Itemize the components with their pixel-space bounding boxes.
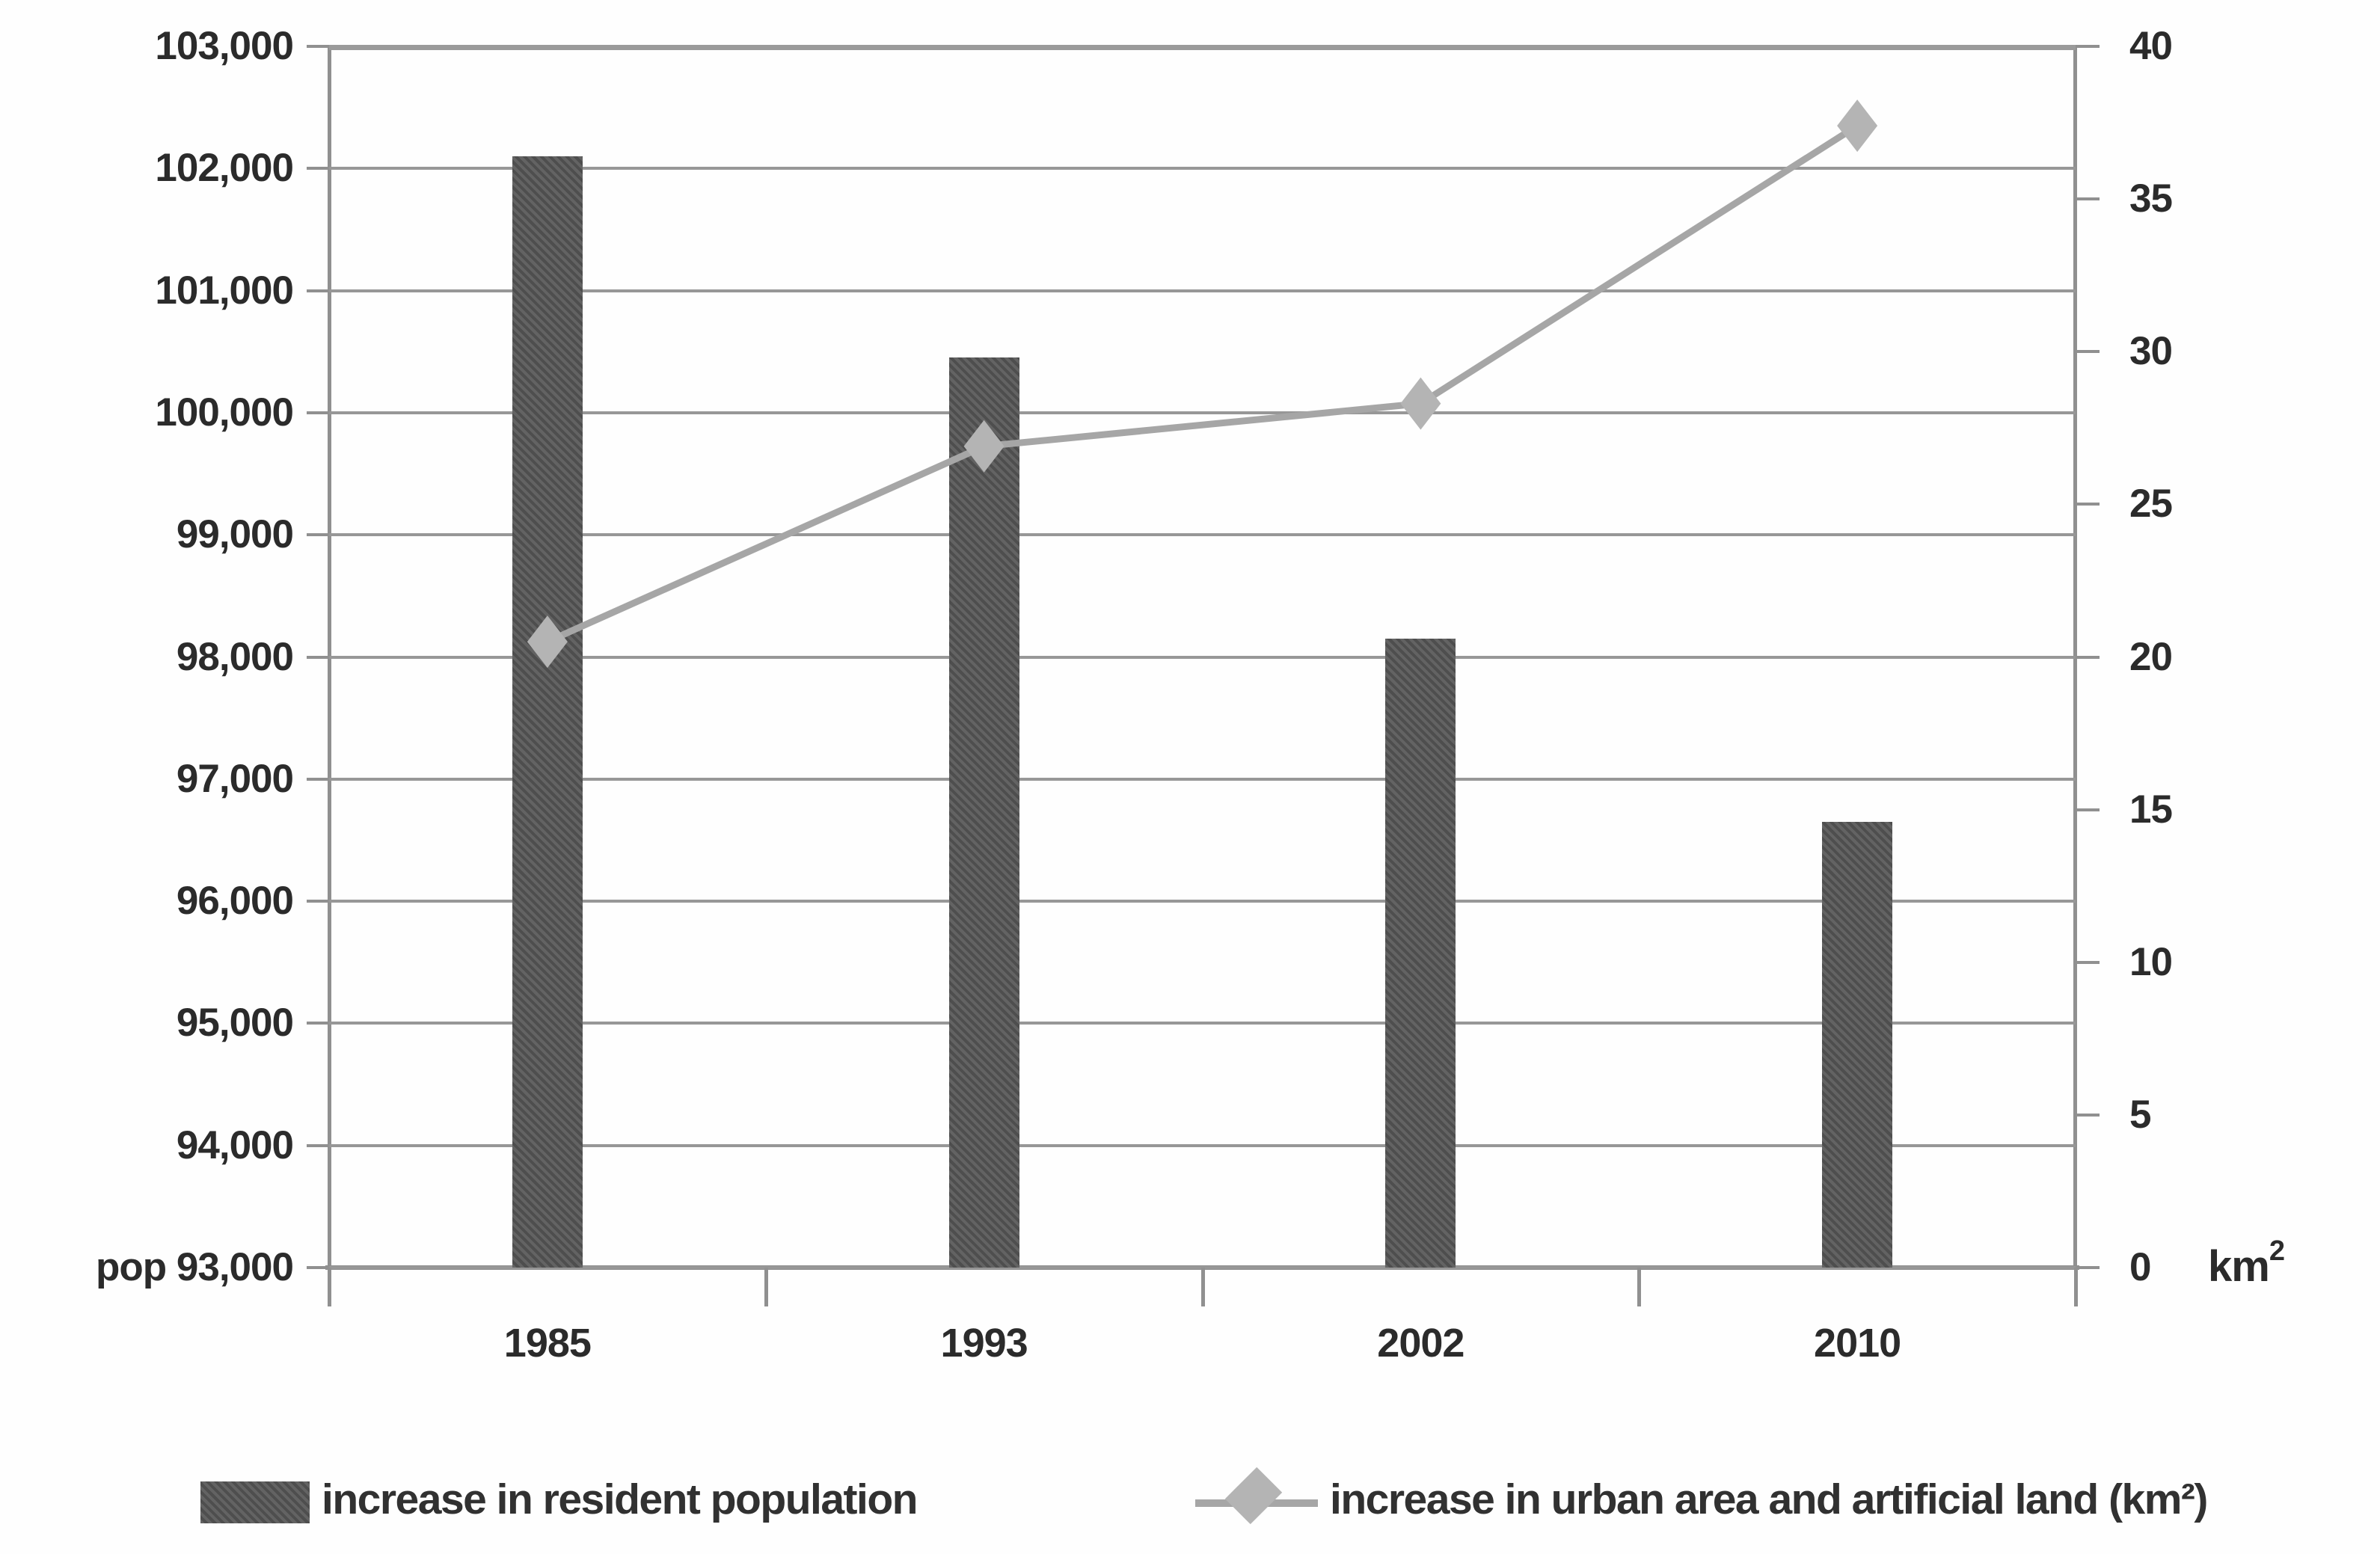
diamond-marker	[1837, 99, 1878, 153]
diamond-marker	[1400, 377, 1441, 430]
right-axis-label: 5	[2129, 1092, 2151, 1137]
left-axis-label: 100,000	[155, 390, 294, 434]
left-axis-tick	[307, 655, 329, 659]
x-axis-tick	[328, 1268, 331, 1306]
gridline	[329, 289, 2076, 292]
gridline	[329, 1143, 2076, 1147]
x-axis-tick	[1637, 1268, 1642, 1306]
left-axis-label: pop 93,000	[96, 1245, 294, 1289]
legend-label-urban-area: increase in urban area and artificial la…	[1330, 1475, 2208, 1523]
legend-bar-swatch-icon	[200, 1481, 310, 1523]
left-axis-label: 95,000	[176, 1001, 294, 1045]
right-axis-label: 25	[2129, 482, 2173, 526]
right-axis-label: 40	[2129, 24, 2173, 68]
left-axis-tick	[307, 1266, 329, 1269]
left-axis-label: 101,000	[155, 268, 294, 313]
legend-diamond-icon	[1224, 1467, 1283, 1525]
right-axis-label: 30	[2129, 329, 2173, 374]
right-axis-label: 0	[2129, 1245, 2151, 1289]
left-axis-label: 97,000	[176, 756, 294, 801]
left-axis-label: 98,000	[176, 634, 294, 679]
left-axis-tick	[307, 167, 329, 171]
right-axis-unit: km2	[2208, 1235, 2285, 1291]
left-axis-tick	[307, 900, 329, 903]
x-axis-label: 2002	[1377, 1321, 1465, 1366]
gridline	[329, 777, 2076, 781]
gridline	[329, 167, 2076, 171]
left-axis-label: 94,000	[176, 1122, 294, 1167]
right-axis-tick	[2076, 808, 2100, 811]
bar-1993	[948, 357, 1019, 1268]
right-axis-label: 20	[2129, 634, 2173, 679]
left-axis-tick	[307, 45, 329, 48]
right-axis-tick	[2076, 350, 2100, 354]
gridline	[329, 655, 2076, 659]
diamond-marker	[527, 615, 568, 669]
left-axis-tick	[307, 411, 329, 414]
gridline	[329, 1022, 2076, 1025]
right-axis-label: 35	[2129, 176, 2173, 221]
legend-label-population: increase in resident population	[322, 1475, 918, 1523]
gridline	[329, 45, 2076, 50]
left-axis-label: 102,000	[155, 146, 294, 191]
right-axis-tick	[2076, 1113, 2100, 1117]
right-axis-tick	[2076, 655, 2100, 659]
bar-2010	[1822, 821, 1893, 1268]
line-path	[546, 123, 1859, 645]
bar-2002	[1385, 639, 1456, 1268]
x-axis-tick	[1200, 1268, 1205, 1306]
x-axis-tick	[764, 1268, 768, 1306]
plot-area	[307, 45, 2100, 1306]
right-axis-tick	[2076, 960, 2100, 964]
left-axis-tick	[307, 777, 329, 781]
gridline	[329, 533, 2076, 537]
left-axis-tick	[307, 1022, 329, 1025]
left-axis-tick	[307, 1143, 329, 1147]
right-axis-label: 10	[2129, 939, 2173, 984]
left-axis-label: 103,000	[155, 24, 294, 68]
gridline	[329, 900, 2076, 903]
left-axis-tick	[307, 533, 329, 537]
left-axis-tick	[307, 289, 329, 292]
x-axis-label: 1993	[940, 1321, 1028, 1366]
diamond-marker	[963, 420, 1005, 473]
right-axis-tick	[2076, 197, 2100, 201]
left-axis-label: 99,000	[176, 512, 294, 557]
x-axis-tick	[2074, 1268, 2078, 1306]
right-axis-label: 15	[2129, 787, 2173, 832]
bar-1985	[512, 156, 583, 1268]
x-axis-label: 1985	[503, 1321, 592, 1366]
x-axis-label: 2010	[1814, 1321, 1901, 1366]
right-axis-tick	[2076, 1266, 2100, 1269]
gridline	[329, 411, 2076, 414]
right-axis-tick	[2076, 45, 2100, 48]
left-axis-label: 96,000	[176, 879, 294, 924]
urban-area-line-series	[527, 99, 1878, 669]
right-axis-tick	[2076, 503, 2100, 506]
